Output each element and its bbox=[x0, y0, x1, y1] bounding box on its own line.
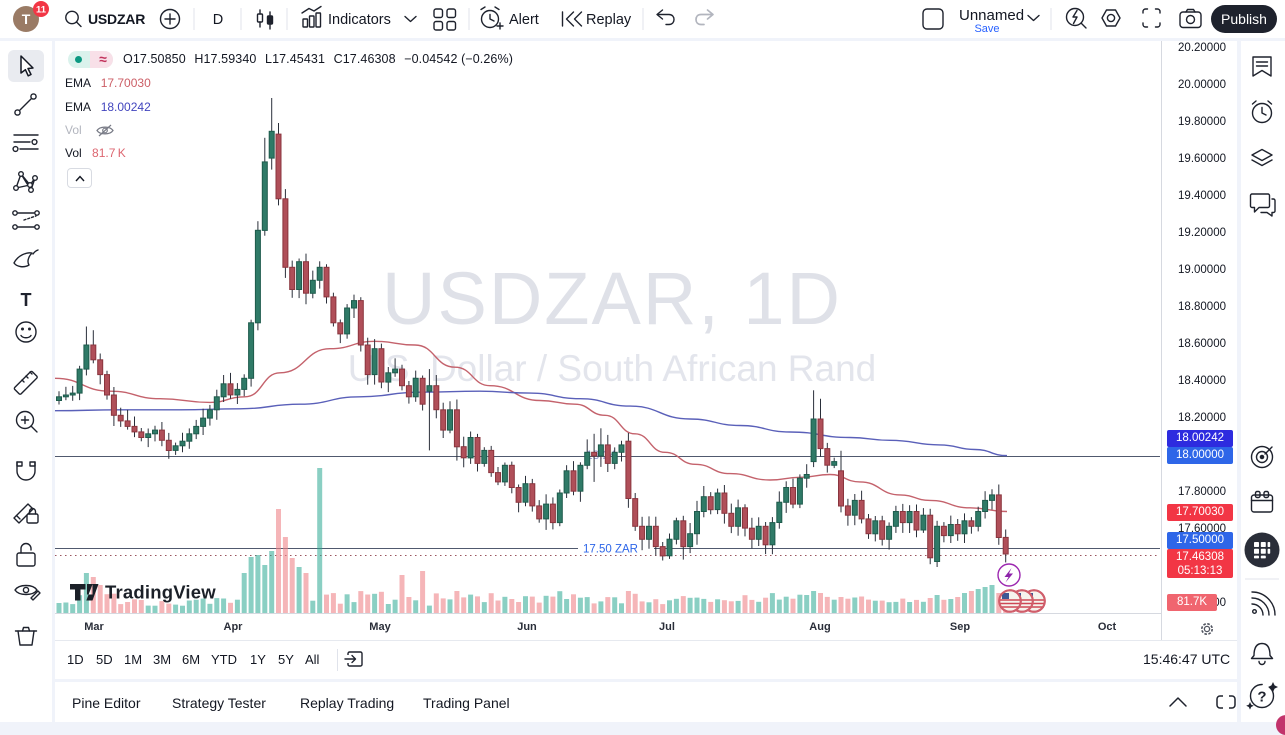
svg-text:U.S. Dollar / South African Ra: U.S. Dollar / South African Rand bbox=[348, 348, 877, 389]
svg-text:Unnamed: Unnamed bbox=[959, 7, 1024, 24]
svg-text:USDZAR: USDZAR bbox=[88, 11, 145, 27]
svg-text:?: ? bbox=[1257, 689, 1266, 706]
svg-text:Indicators: Indicators bbox=[328, 12, 391, 28]
svg-text:Save: Save bbox=[974, 23, 999, 35]
svg-text:Alert: Alert bbox=[509, 12, 539, 28]
svg-text:T: T bbox=[22, 11, 31, 27]
svg-text:17.50 ZAR: 17.50 ZAR bbox=[583, 544, 638, 556]
svg-text:TradingView: TradingView bbox=[105, 582, 216, 603]
svg-text:11: 11 bbox=[36, 5, 47, 16]
svg-text:USDZAR, 1D: USDZAR, 1D bbox=[382, 257, 842, 340]
svg-text:D: D bbox=[213, 12, 223, 28]
svg-text:Replay: Replay bbox=[586, 12, 632, 28]
svg-text:T: T bbox=[21, 290, 32, 310]
svg-text:Publish: Publish bbox=[1221, 11, 1267, 27]
